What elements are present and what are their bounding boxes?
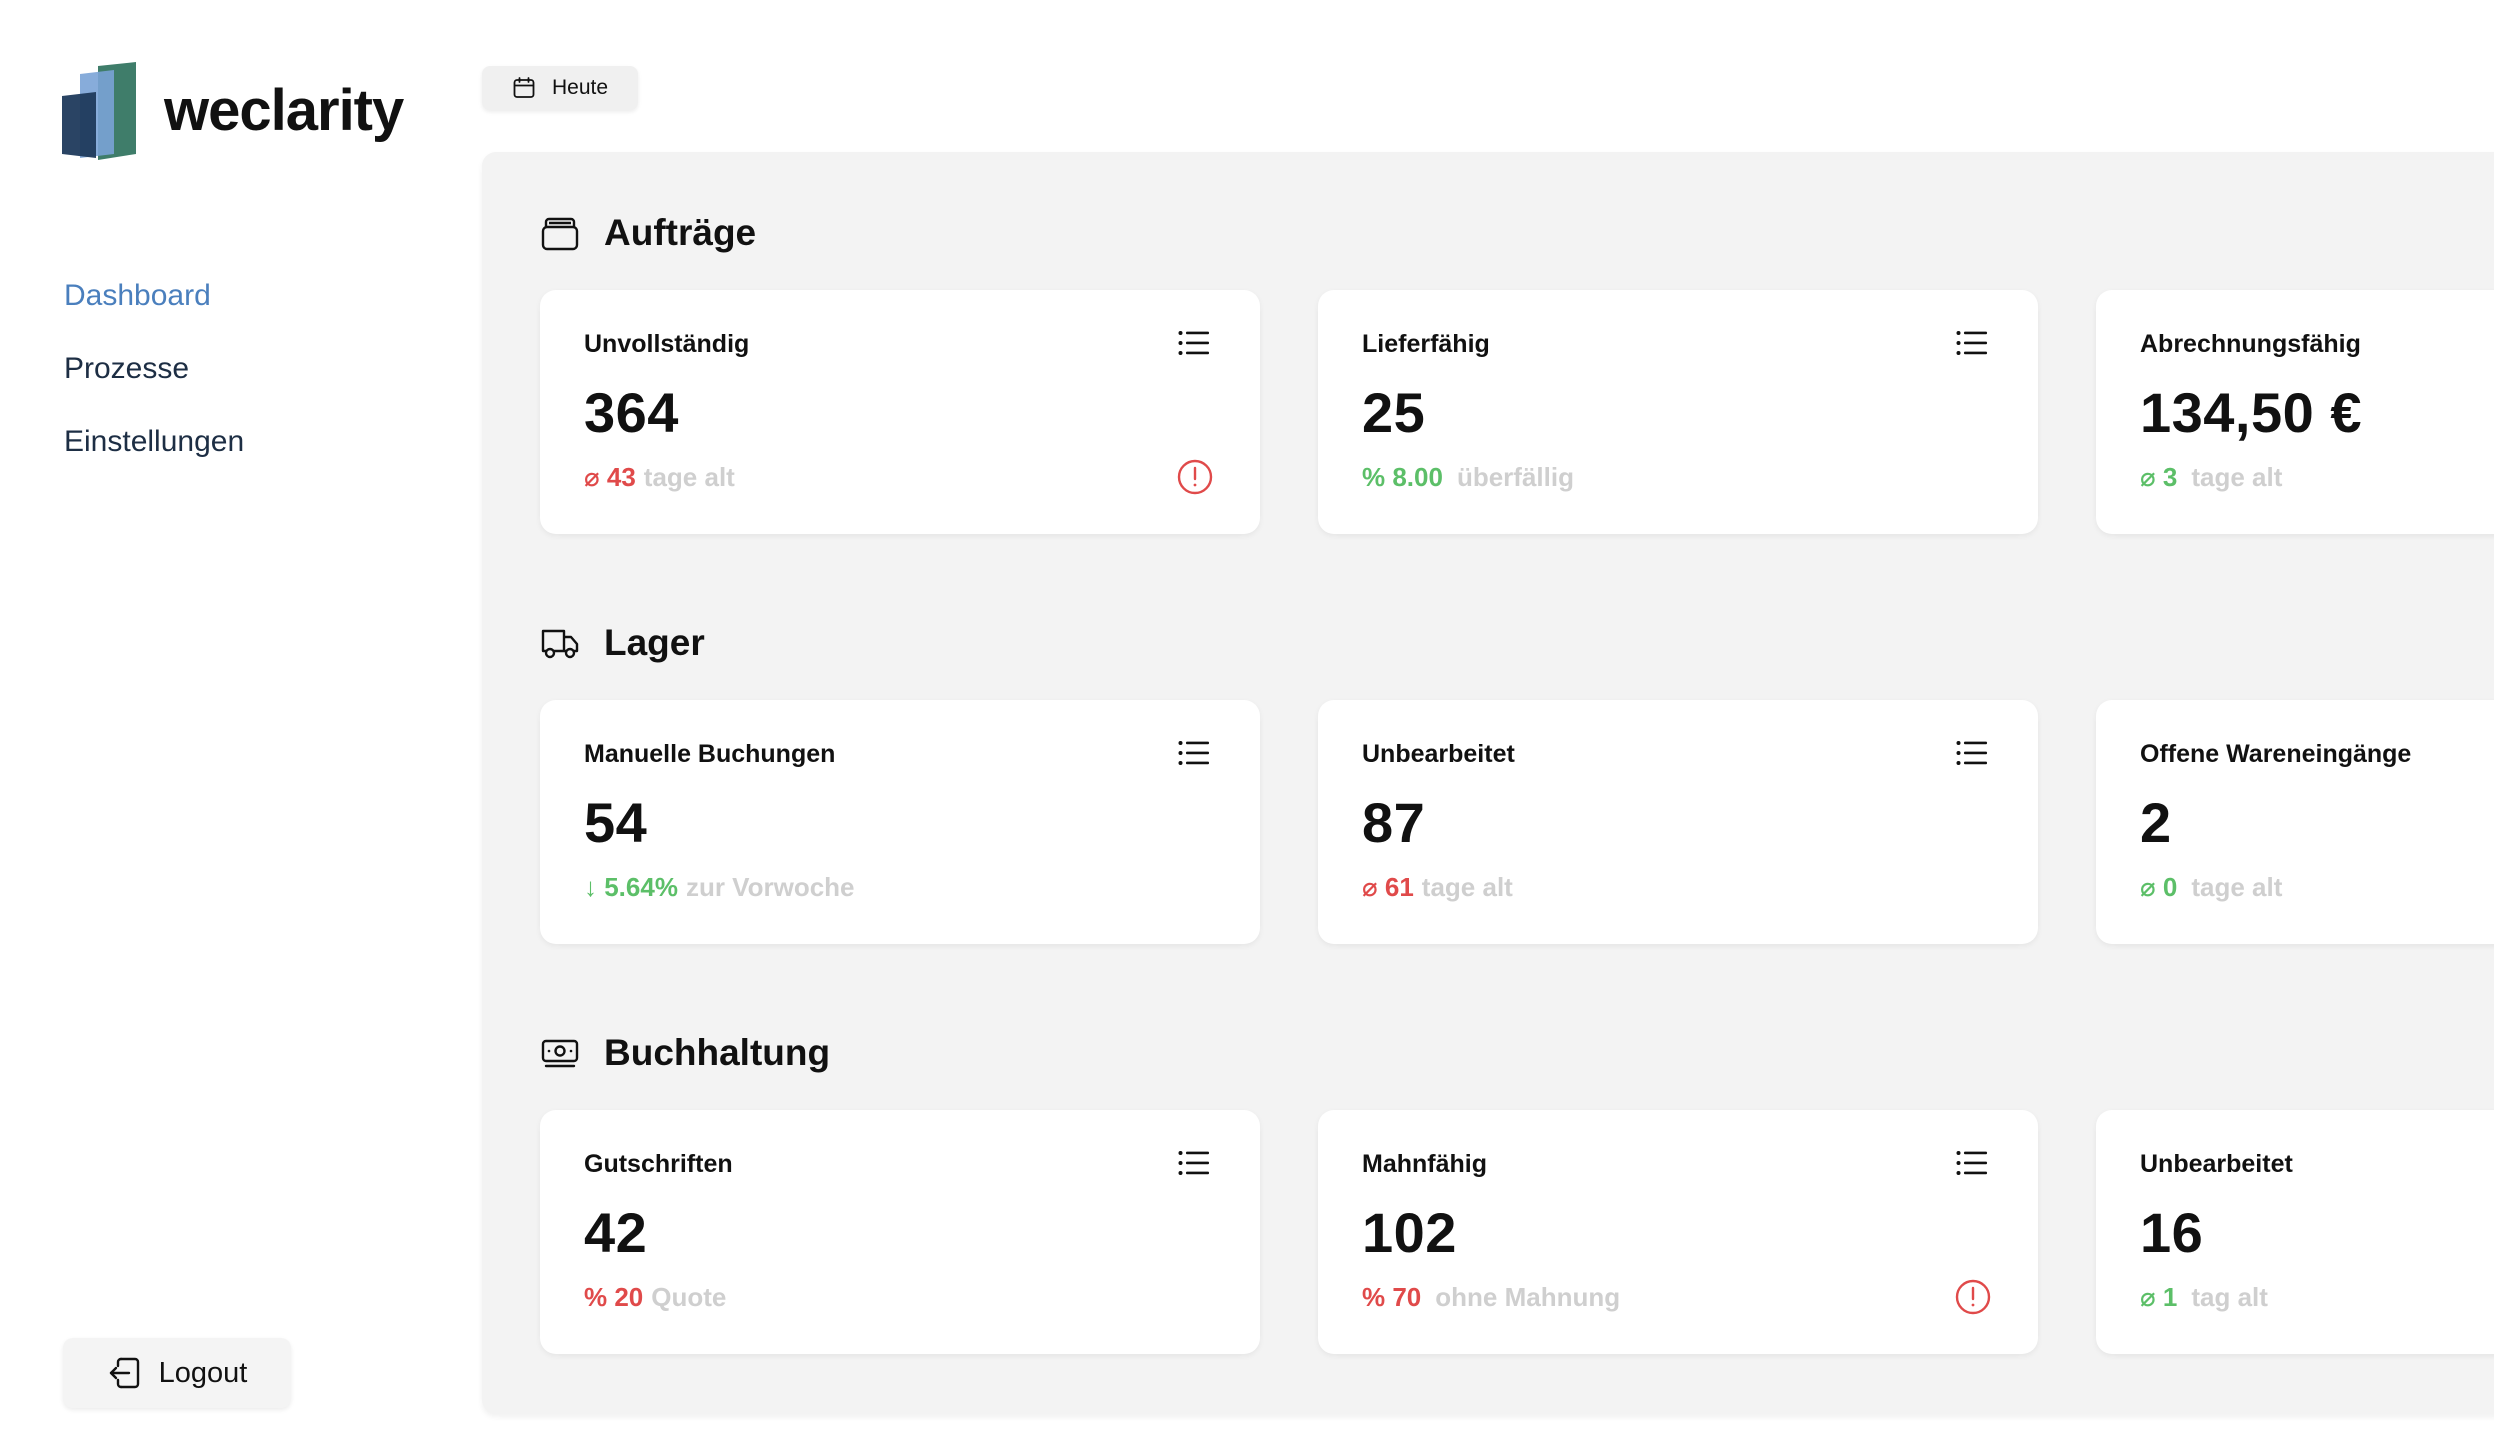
list-icon[interactable] — [1956, 740, 1988, 766]
card-metric-caption: ohne Mahnung — [1435, 1282, 1621, 1312]
card-subline: % 8.00 überfällig — [1362, 462, 1574, 493]
list-icon[interactable] — [1178, 330, 1210, 356]
card-label: Offene Wareneingänge — [2140, 740, 2412, 768]
section-heading: Buchhaltung — [604, 1032, 831, 1073]
calendar-icon — [513, 77, 535, 98]
section-heading: Lager — [604, 622, 705, 663]
card-metric: ⌀ 61 — [1362, 872, 1414, 902]
list-icon[interactable] — [1178, 740, 1210, 766]
card-unbearbeitet-buchhaltung[interactable]: Unbearbeitet 16 ⌀ 1 tag alt — [2096, 1110, 2494, 1354]
card-label: Unbearbeitet — [2140, 1150, 2293, 1178]
card-metric-caption: zur Vorwoche — [685, 872, 855, 902]
card-metric: % 8.00 — [1362, 462, 1443, 492]
alert-circle-icon — [1955, 1279, 1991, 1315]
nav-item-dashboard[interactable]: Dashboard — [64, 279, 211, 312]
card-metric-caption: tag alt — [2191, 1282, 2268, 1312]
card-subline: ⌀ 43 tage alt — [584, 462, 735, 493]
card-metric-caption: tage alt — [2191, 462, 2283, 492]
brand-logo[interactable]: weclarity — [62, 58, 404, 162]
banknote-icon — [541, 1039, 579, 1068]
truck-icon — [541, 629, 579, 659]
card-label: Gutschriften — [584, 1150, 733, 1178]
card-metric-caption: überfällig — [1456, 462, 1574, 492]
section-title-buchhaltung: Buchhaltung — [540, 1032, 830, 1074]
card-unbearbeitet-lager[interactable]: Unbearbeitet 87 ⌀ 61 tage alt — [1318, 700, 2038, 944]
card-unvollstaendig[interactable]: Unvollständig 364 ⌀ 43 tage alt — [540, 290, 1260, 534]
card-metric-caption: tage alt — [1421, 872, 1513, 902]
card-metric-caption: tage alt — [2191, 872, 2283, 902]
alert-circle-icon — [1177, 459, 1213, 495]
archive-icon — [541, 217, 579, 251]
weclarity-logo-icon — [62, 62, 136, 160]
section-title-lager: Lager — [540, 622, 705, 664]
card-value: 87 — [1362, 791, 1426, 854]
list-icon[interactable] — [1178, 1150, 1210, 1176]
card-label: Unbearbeitet — [1362, 740, 1515, 768]
card-value: 2 — [2140, 791, 2172, 854]
card-metric: ⌀ 0 — [2140, 872, 2178, 902]
card-metric: ↓ 5.64% — [584, 872, 678, 902]
card-value: 364 — [584, 381, 679, 444]
card-metric: ⌀ 43 — [584, 462, 636, 492]
card-subline: ↓ 5.64% zur Vorwoche — [584, 872, 855, 903]
brand-name: weclarity — [164, 77, 404, 143]
card-label: Mahnfähig — [1362, 1150, 1487, 1178]
logout-label: Logout — [158, 1356, 248, 1389]
logout-button[interactable]: Logout — [63, 1338, 291, 1408]
card-subline: ⌀ 3 tage alt — [2140, 462, 2282, 493]
card-metric: ⌀ 1 — [2140, 1282, 2178, 1312]
section-title-auftraege: Aufträge — [540, 212, 756, 254]
nav-item-prozesse[interactable]: Prozesse — [64, 352, 190, 385]
card-metric-caption: tage alt — [643, 462, 735, 492]
logout-icon — [109, 1357, 139, 1389]
card-lieferfaehig[interactable]: Lieferfähig 25 % 8.00 überfällig — [1318, 290, 2038, 534]
nav-item-einstellungen[interactable]: Einstellungen — [64, 425, 245, 458]
card-subline: ⌀ 0 tage alt — [2140, 872, 2282, 903]
card-label: Abrechnungsfähig — [2140, 330, 2361, 358]
card-metric-caption: Quote — [651, 1282, 727, 1312]
sidebar-nav: Dashboard Prozesse Einstellungen — [64, 278, 244, 497]
date-filter-button[interactable]: Heute — [482, 66, 638, 110]
card-metric: % 20 — [584, 1282, 644, 1312]
card-value: 42 — [584, 1201, 648, 1264]
card-value: 54 — [584, 791, 648, 854]
section-heading: Aufträge — [604, 212, 757, 253]
card-label: Manuelle Buchungen — [584, 740, 836, 768]
card-label: Lieferfähig — [1362, 330, 1490, 358]
card-manuelle-buchungen[interactable]: Manuelle Buchungen 54 ↓ 5.64% zur Vorwoc… — [540, 700, 1260, 944]
card-subline: % 20 Quote — [584, 1282, 726, 1313]
card-metric: % 70 — [1362, 1282, 1422, 1312]
card-value: 25 — [1362, 381, 1426, 444]
card-abrechnungsfaehig[interactable]: Abrechnungsfähig 134,50 € ⌀ 3 tage alt — [2096, 290, 2494, 534]
card-value: 102 — [1362, 1201, 1457, 1264]
list-icon[interactable] — [1956, 330, 1988, 356]
card-gutschriften[interactable]: Gutschriften 42 % 20 Quote — [540, 1110, 1260, 1354]
card-offene-wareneingaenge[interactable]: Offene Wareneingänge 2 ⌀ 0 tage alt — [2096, 700, 2494, 944]
card-subline: % 70 ohne Mahnung — [1362, 1282, 1620, 1313]
card-mahnfaehig[interactable]: Mahnfähig 102 % 70 ohne Mahnung — [1318, 1110, 2038, 1354]
card-subline: ⌀ 61 tage alt — [1362, 872, 1513, 903]
dashboard-panel: Aufträge Unvollständig 364 ⌀ 43 tage alt… — [482, 152, 2494, 1414]
card-value: 16 — [2140, 1201, 2204, 1264]
card-label: Unvollständig — [584, 330, 750, 358]
card-metric: ⌀ 3 — [2140, 462, 2178, 492]
card-value: 134,50 € — [2140, 381, 2362, 444]
list-icon[interactable] — [1956, 1150, 1988, 1176]
date-filter-label: Heute — [551, 76, 609, 99]
card-subline: ⌀ 1 tag alt — [2140, 1282, 2268, 1313]
